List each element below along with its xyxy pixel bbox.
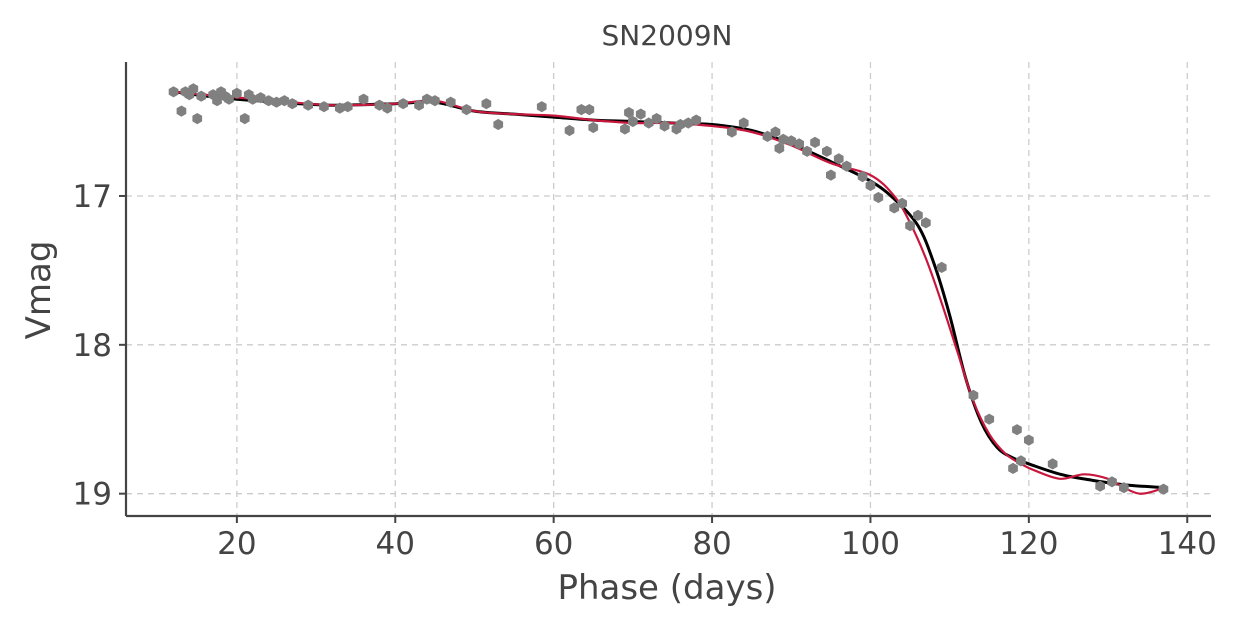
- x-ticks: 20 40 60 80 100 120 140: [217, 516, 1217, 562]
- data-point: [303, 99, 313, 111]
- data-point: [984, 413, 995, 425]
- data-point: [382, 102, 393, 114]
- data-point: [968, 389, 979, 401]
- data-point: [414, 99, 424, 111]
- chart-title: SN2009N: [602, 19, 733, 52]
- data-point: [335, 102, 345, 114]
- data-point: [774, 142, 785, 154]
- data-point: [1016, 455, 1026, 467]
- data-point: [271, 96, 282, 108]
- data-point: [212, 95, 222, 107]
- data-point: [802, 145, 812, 157]
- y-tick-label: 19: [73, 477, 112, 513]
- data-point: [239, 113, 250, 125]
- data-point: [913, 209, 923, 221]
- data-point: [770, 126, 781, 138]
- axes: [124, 62, 1211, 518]
- x-tick-label: 60: [534, 526, 573, 562]
- data-point: [196, 90, 207, 102]
- data-point: [422, 93, 432, 105]
- data-point: [822, 145, 832, 157]
- data-point: [794, 138, 804, 150]
- data-point: [865, 179, 876, 192]
- data-point: [374, 99, 385, 111]
- data-point: [635, 108, 646, 120]
- data-point: [1119, 482, 1129, 494]
- data-point: [188, 83, 199, 95]
- x-tick-label: 100: [841, 526, 900, 562]
- data-point: [358, 93, 369, 105]
- data-point: [628, 115, 638, 128]
- data-point: [279, 95, 290, 107]
- data-point: [176, 105, 187, 117]
- data-point: [319, 101, 329, 113]
- data-point: [576, 104, 587, 116]
- data-point: [1095, 480, 1105, 492]
- x-tick-label: 120: [999, 526, 1058, 562]
- data-point: [588, 121, 599, 134]
- x-tick-label: 20: [217, 526, 256, 562]
- data-point: [398, 98, 408, 110]
- data-point: [247, 93, 258, 105]
- y-tick-label: 17: [73, 179, 112, 215]
- data-point: [675, 118, 686, 131]
- data-point: [564, 124, 575, 137]
- y-tick-label: 18: [73, 328, 112, 364]
- data-point: [287, 98, 298, 110]
- data-point: [727, 126, 737, 138]
- data-point: [192, 113, 203, 125]
- data-point: [873, 191, 884, 204]
- data-point: [826, 169, 836, 181]
- data-point: [1012, 424, 1022, 436]
- data-point: [624, 107, 634, 119]
- data-point: [833, 153, 844, 165]
- data-point: [651, 113, 662, 125]
- y-ticks: 17 18 19: [73, 179, 126, 513]
- data-point: [584, 104, 595, 116]
- data-point: [905, 220, 915, 232]
- data-point: [430, 95, 440, 107]
- data-point: [1047, 458, 1058, 470]
- data-point: [224, 93, 234, 105]
- data-point: [659, 120, 670, 132]
- data-point: [786, 135, 797, 147]
- data-point: [445, 96, 456, 108]
- data-point: [778, 133, 789, 145]
- data-point: [936, 261, 947, 273]
- x-tick-label: 140: [1158, 526, 1217, 562]
- data-point: [1008, 462, 1018, 474]
- data-point: [168, 86, 179, 98]
- data-point: [810, 136, 820, 148]
- data-point: [841, 160, 852, 172]
- x-tick-label: 40: [376, 526, 415, 562]
- grid: [126, 62, 1211, 516]
- data-point: [255, 92, 266, 104]
- data-point: [1024, 434, 1034, 446]
- data-point: [889, 202, 900, 214]
- data-point: [1107, 476, 1117, 488]
- data-point: [232, 87, 242, 99]
- data-point: [493, 118, 504, 131]
- data-point: [897, 197, 907, 209]
- data-point: [536, 101, 547, 113]
- data-point: [620, 123, 630, 135]
- fit-line-red: [172, 90, 1165, 495]
- data-point: [342, 101, 353, 113]
- data-point: [643, 117, 654, 129]
- data-point: [1158, 483, 1169, 495]
- y-axis-label: Vmag: [19, 241, 59, 340]
- x-tick-label: 80: [692, 526, 731, 562]
- data-point: [263, 95, 274, 107]
- data-points: [168, 83, 1169, 495]
- data-point: [921, 217, 931, 229]
- data-point: [461, 104, 472, 116]
- data-point: [683, 117, 694, 129]
- data-point: [481, 98, 492, 110]
- x-axis-label: Phase (days): [557, 568, 776, 608]
- data-point: [857, 171, 868, 183]
- data-point: [691, 114, 702, 126]
- data-point: [738, 117, 749, 129]
- data-point: [762, 130, 773, 142]
